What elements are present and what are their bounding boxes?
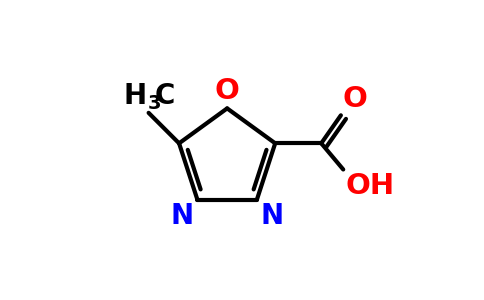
Text: C: C [154, 82, 175, 110]
Text: O: O [342, 85, 367, 113]
Text: N: N [260, 202, 284, 230]
Text: N: N [171, 202, 194, 230]
Text: 3: 3 [148, 94, 161, 113]
Text: O: O [215, 77, 240, 105]
Text: OH: OH [346, 172, 395, 200]
Text: H: H [124, 82, 147, 110]
